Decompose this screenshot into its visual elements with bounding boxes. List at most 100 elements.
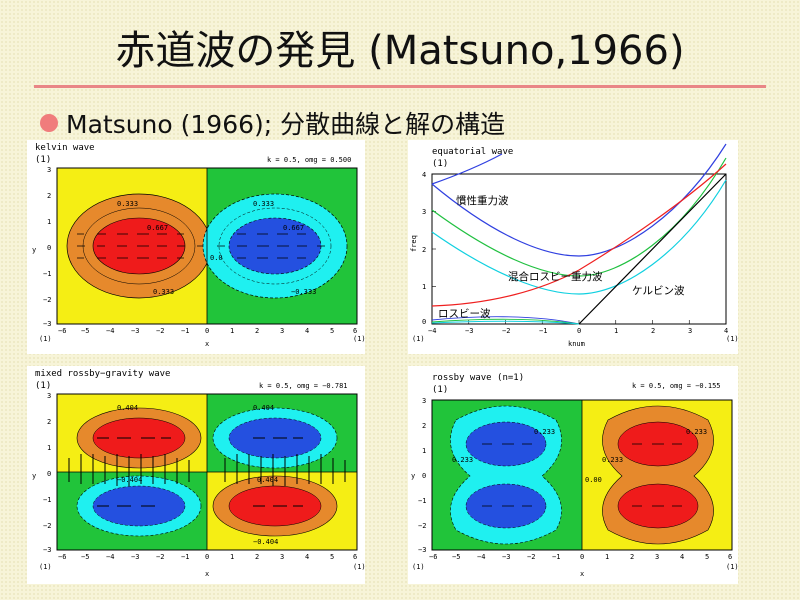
mixed-contour-label: 0.404 [257,476,278,484]
svg-text:3: 3 [47,166,51,174]
dispersion-xlabel: knum [568,340,585,348]
svg-text:−2: −2 [156,553,164,561]
svg-text:−6: −6 [58,327,66,335]
svg-text:−1: −1 [43,270,51,278]
kelvin-contour-label: 0.333 [153,288,174,296]
svg-text:2: 2 [651,327,655,335]
kelvin-contour-label: 0.667 [147,224,168,232]
svg-text:0: 0 [580,553,584,561]
svg-text:4: 4 [305,327,309,335]
rossby-field: 0.233 0.233 0.233 0.233 0.00 [431,399,733,551]
svg-text:1: 1 [605,553,609,561]
svg-text:2: 2 [255,553,259,561]
rossby-wave-plot: rossby wave (n=1) (1) k = 0.5, omg = −0.… [411,373,738,578]
rossby-corner-left: (1) [412,563,425,571]
svg-text:4: 4 [680,553,684,561]
svg-text:3: 3 [655,553,659,561]
rossby-contour-label: 0.233 [602,456,623,464]
kelvin-title: kelvin wave [35,143,95,153]
rossby-contour-label: 0.233 [452,456,473,464]
svg-text:−2: −2 [43,522,51,530]
annotation-inertia-gravity: 慣性重力波 [456,194,509,207]
svg-text:0: 0 [422,318,426,326]
svg-text:3: 3 [280,553,284,561]
svg-text:2: 2 [630,553,634,561]
svg-text:−3: −3 [418,546,426,554]
mixed-contour-label: −0.404 [117,476,142,484]
svg-text:0: 0 [205,553,209,561]
kelvin-contour-label: −0.333 [291,288,316,296]
svg-text:−3: −3 [465,327,473,335]
dispersion-plot: equatorial wave (1) 慣性重力波 混合ロスビー重力波 ケルビン… [410,143,738,348]
svg-text:2: 2 [47,418,51,426]
kelvin-contour-label: 0.667 [283,224,304,232]
rossby-corner-right: (1) [726,563,738,571]
svg-text:−6: −6 [429,553,437,561]
svg-text:−1: −1 [181,327,189,335]
dispersion-label: (1) [432,159,448,169]
kelvin-contour-label: 0.333 [253,200,274,208]
svg-text:−1: −1 [418,497,426,505]
svg-text:3: 3 [688,327,692,335]
annotation-mixed: 混合ロスビー重力波 [508,270,603,283]
svg-text:−2: −2 [43,296,51,304]
dispersion-axes: 慣性重力波 混合ロスビー重力波 ケルビン波 ロスビー波 [431,143,727,325]
svg-text:−1: −1 [181,553,189,561]
mixed-contour-label: 0.404 [117,404,138,412]
mixed-contour-label: 0.404 [253,404,274,412]
kelvin-contour-label: 0.333 [117,200,138,208]
rossby-contour-label: 0.233 [534,428,555,436]
svg-text:6: 6 [353,327,357,335]
kelvin-label: (1) [35,155,51,165]
rossby-ylabel: y [411,472,415,480]
svg-text:−2: −2 [156,327,164,335]
svg-text:2: 2 [422,422,426,430]
svg-text:4: 4 [305,553,309,561]
kelvin-zero-label: 0.0 [210,254,223,262]
dispersion-ylabel: freq [410,235,418,252]
annotation-kelvin: ケルビン波 [632,284,685,297]
bullet-icon [40,114,58,132]
mixed-rossby-gravity-panel: mixed rossby−gravity wave (1) k = 0.5, o… [27,366,365,584]
kelvin-wave-panel: kelvin wave (1) k = 0.5, omg = 0.500 0.3… [27,140,365,354]
dispersion-y-ticks: 4 3 2 1 0 [422,171,426,326]
svg-text:3: 3 [422,208,426,216]
kelvin-xlabel: x [205,340,209,348]
svg-text:−4: −4 [106,553,114,561]
mixed-field: 0.404 0.404 −0.404 −0.404 0.404 [56,393,358,551]
rossby-xlabel: x [580,570,584,578]
rossby-wave-panel: rossby wave (n=1) (1) k = 0.5, omg = −0.… [408,366,738,584]
svg-text:−2: −2 [502,327,510,335]
rossby-title: rossby wave (n=1) [432,373,524,383]
svg-text:1: 1 [614,327,618,335]
kelvin-wave-plot: kelvin wave (1) k = 0.5, omg = 0.500 0.3… [32,143,365,348]
kelvin-corner-right: (1) [353,335,365,343]
slide-title: 赤道波の発見 (Matsuno,1966) [115,28,685,74]
mixed-params: k = 0.5, omg = −0.781 [259,382,348,390]
svg-text:−4: −4 [428,327,436,335]
dispersion-x-ticks: −4 −3 −2 −1 0 1 2 3 4 [428,327,728,335]
rossby-y-ticks: 3 2 1 0 −1 −2 −3 [418,397,426,554]
svg-text:−3: −3 [43,320,51,328]
svg-text:5: 5 [330,553,334,561]
kelvin-params: k = 0.5, omg = 0.500 [267,156,351,164]
svg-text:−3: −3 [502,553,510,561]
svg-text:6: 6 [353,553,357,561]
dispersion-corner-left: (1) [412,335,425,343]
rossby-contour-label: 0.233 [686,428,707,436]
svg-text:−4: −4 [106,327,114,335]
svg-text:−5: −5 [81,327,89,335]
mixed-wave-plot: mixed rossby−gravity wave (1) k = 0.5, o… [32,369,365,578]
svg-text:2: 2 [47,192,51,200]
kelvin-corner-left: (1) [39,335,52,343]
svg-text:3: 3 [47,392,51,400]
kelvin-ylabel: y [32,246,36,254]
dispersion-corner-right: (1) [726,335,738,343]
svg-text:1: 1 [422,447,426,455]
svg-text:−3: −3 [43,546,51,554]
svg-text:3: 3 [280,327,284,335]
svg-text:0: 0 [422,472,426,480]
mixed-y-ticks: 3 2 1 0 −1 −2 −3 [43,392,51,554]
svg-text:2: 2 [422,246,426,254]
svg-text:2: 2 [255,327,259,335]
